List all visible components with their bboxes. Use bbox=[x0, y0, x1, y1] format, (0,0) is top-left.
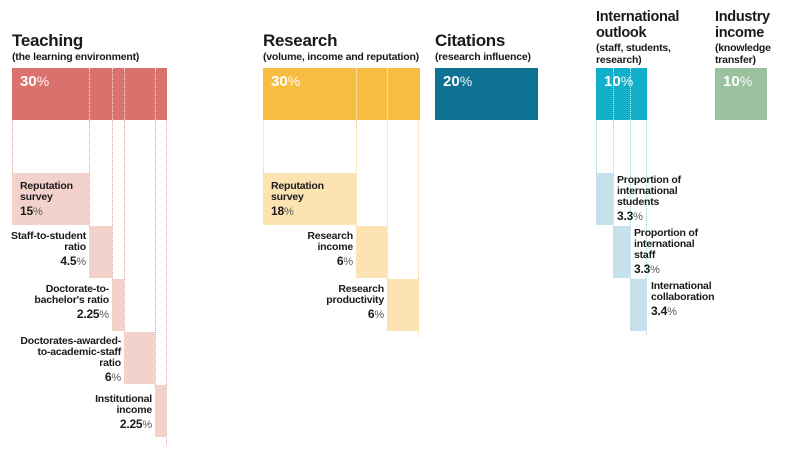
sub-block-reputation-survey bbox=[12, 173, 89, 225]
guide-line bbox=[418, 120, 419, 337]
sub-block-doctorate-bachelor-ratio bbox=[112, 279, 124, 331]
guide-line bbox=[112, 120, 113, 279]
sub-block-staff-student-ratio bbox=[89, 226, 112, 278]
sub-label: Institutional income 2.25% bbox=[95, 393, 152, 431]
bar-divider bbox=[387, 68, 388, 120]
pillar-subtitle-teaching: (the learning environment) bbox=[12, 51, 140, 63]
guide-line bbox=[12, 120, 13, 173]
weight-bar-research: 30% bbox=[263, 68, 420, 120]
weight-bar-citations: 20% bbox=[435, 68, 538, 120]
guide-line bbox=[124, 120, 125, 332]
pillar-title-teaching: Teaching bbox=[12, 31, 83, 50]
guide-line bbox=[646, 120, 647, 335]
bar-divider bbox=[630, 68, 631, 120]
pillar-title-research: Research bbox=[263, 31, 338, 50]
sub-block-institutional-income bbox=[155, 385, 167, 437]
bar-divider bbox=[89, 68, 90, 120]
sub-label: Doctorate-to- bachelor's ratio 2.25% bbox=[34, 283, 109, 321]
bar-divider bbox=[112, 68, 113, 120]
pillar-subtitle-industry-income: (knowledge transfer) bbox=[715, 42, 771, 66]
pillar-title-industry-income: Industry income bbox=[715, 9, 770, 41]
bar-divider bbox=[613, 68, 614, 120]
bar-divider bbox=[124, 68, 125, 120]
sub-label: Doctorates-awarded- to-academic-staff ra… bbox=[20, 335, 121, 384]
pillar-title-international-outlook: International outlook bbox=[596, 9, 680, 41]
weight-bar-international-outlook: 10% bbox=[596, 68, 647, 120]
sub-block-research-productivity bbox=[387, 279, 419, 331]
bar-divider bbox=[356, 68, 357, 120]
sub-label: Reputation survey 18% bbox=[271, 180, 324, 218]
guide-line bbox=[387, 120, 388, 279]
sub-label: Proportion of international staff 3.3% bbox=[634, 227, 698, 276]
sub-block-doctorates-awarded-ratio bbox=[124, 332, 155, 384]
sub-label: Proportion of international students 3.3… bbox=[617, 174, 681, 223]
sub-label: Staff-to-student ratio 4.5% bbox=[11, 230, 86, 268]
sub-label: Research income 6% bbox=[307, 230, 353, 268]
weight-bar-industry-income: 10% bbox=[715, 68, 767, 120]
guide-line bbox=[166, 120, 167, 445]
sub-label: International collaboration 3.4% bbox=[651, 280, 715, 318]
sub-block-international-collaboration bbox=[630, 279, 647, 331]
weight-value-industry-income: 10% bbox=[723, 73, 753, 90]
guide-line bbox=[613, 120, 614, 226]
pillar-subtitle-citations: (research influence) bbox=[435, 51, 531, 63]
guide-line bbox=[155, 120, 156, 385]
sub-block-reputation-survey bbox=[263, 173, 356, 225]
guide-line bbox=[89, 120, 90, 226]
pillar-subtitle-international-outlook: (staff, students, research) bbox=[596, 42, 671, 66]
guide-line bbox=[356, 120, 357, 226]
sub-label: Reputation survey 15% bbox=[20, 180, 73, 218]
pillar-subtitle-research: (volume, income and reputation) bbox=[263, 51, 419, 63]
guide-line bbox=[630, 120, 631, 279]
weight-value-citations: 20% bbox=[443, 73, 473, 90]
weight-value-teaching: 30% bbox=[20, 73, 50, 90]
weight-value-research: 30% bbox=[271, 73, 301, 90]
sub-block-international-students bbox=[596, 173, 613, 225]
bar-divider bbox=[155, 68, 156, 120]
sub-block-international-staff bbox=[613, 226, 630, 278]
guide-line bbox=[596, 120, 597, 173]
weight-bar-teaching: 30% bbox=[12, 68, 167, 120]
sub-label: Research productivity 6% bbox=[326, 283, 384, 321]
pillar-title-citations: Citations bbox=[435, 31, 506, 50]
weight-value-international-outlook: 10% bbox=[604, 73, 634, 90]
sub-block-research-income bbox=[356, 226, 387, 278]
guide-line bbox=[263, 120, 264, 173]
